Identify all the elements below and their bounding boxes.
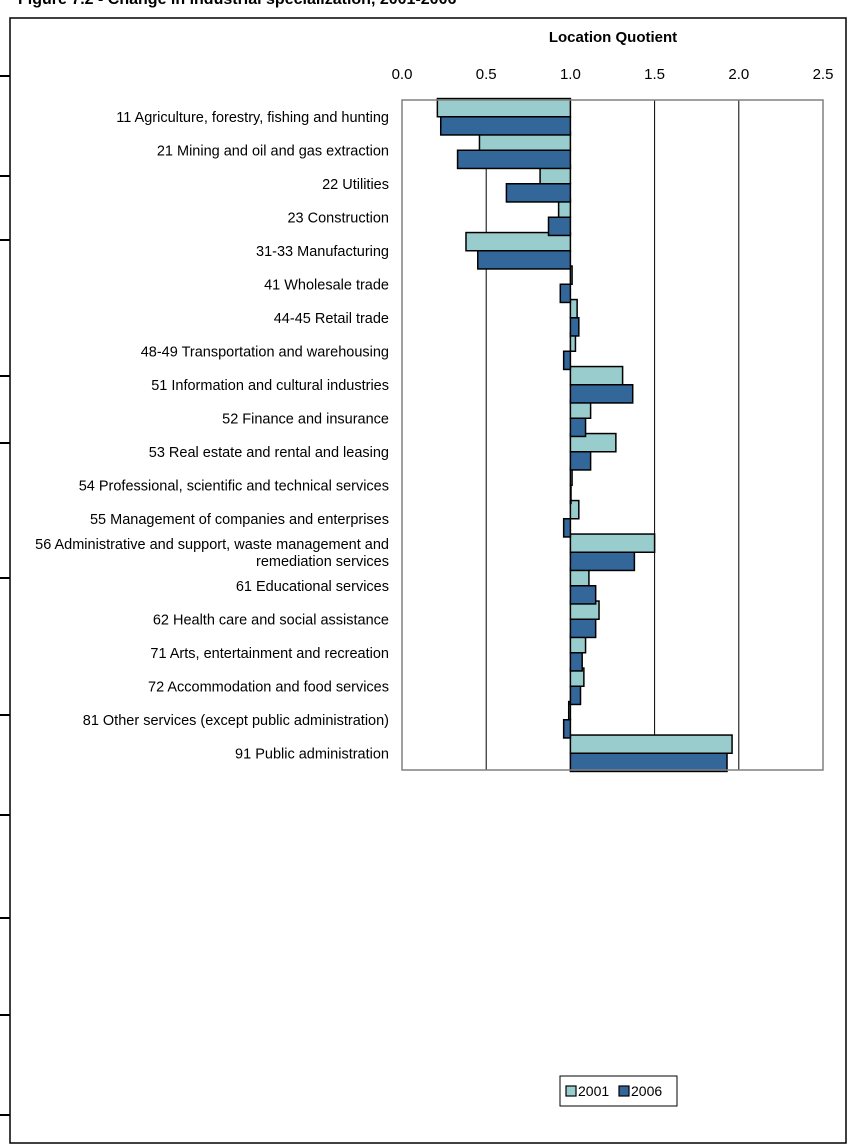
bar-2001-5 [569,265,573,285]
legend-box [559,1075,678,1107]
bar-2006-13 [569,551,636,572]
bar-2006-9 [569,417,587,438]
x-tick-label: 1.0 [560,66,581,83]
category-labels: 11 Agriculture, forestry, fishing and hu… [35,110,389,763]
bar-2006-3 [547,216,572,237]
bar-2006-6 [569,317,580,337]
bar-2006-12 [562,518,572,538]
bar-2006-16 [569,652,583,672]
legend-swatch-2006 [618,1085,630,1097]
x-tick-label: 1.5 [644,66,665,83]
bar-2001-19 [569,734,733,754]
category-label: 48-49 Transportation and warehousing [141,344,389,360]
category-label: 62 Health care and social assistance [153,612,389,628]
category-label: 61 Educational services [236,579,389,595]
x-axis-label: Location Quotient [549,29,677,46]
bar-2006-17 [569,685,582,706]
x-tick-label: 0.5 [476,66,497,83]
category-label: 51 Information and cultural industries [151,378,389,394]
legend-label-2001: 2001 [578,1083,609,1099]
bar-2006-0 [439,116,572,136]
x-tick-label: 2.5 [813,66,834,83]
category-label: 11 Agriculture, forestry, fishing and hu… [116,110,389,126]
bars [436,97,733,773]
category-label: 56 Administrative and support, waste man… [35,537,389,553]
category-label: 71 Arts, entertainment and recreation [150,646,389,662]
bar-2001-10 [569,432,617,453]
x-tick-label: 2.0 [728,66,749,83]
category-label: 31-33 Manufacturing [256,244,389,260]
bar-2001-8 [569,365,624,386]
legend: 2001 2006 [559,1075,678,1107]
bar-2006-10 [569,451,592,471]
category-label: 21 Mining and oil and gas extraction [157,143,389,159]
bar-2006-4 [477,250,572,270]
left-edge-tick-marks [0,75,10,1116]
category-label: 72 Accommodation and food services [148,679,389,695]
bar-2001-13 [569,533,656,553]
category-label: 44-45 Retail trade [274,311,389,327]
bar-2006-11 [569,484,572,505]
figure-title: Figure 7.2 - Change in industrial specia… [18,0,456,9]
legend-swatch-2001 [565,1085,577,1097]
bar-2001-6 [569,298,578,319]
bar-2006-7 [562,350,572,371]
plot-area-border [401,99,824,771]
bar-2006-15 [569,618,597,639]
category-label: 53 Real estate and rental and leasing [149,445,389,461]
category-label: remediation services [256,554,389,570]
category-label: 91 Public administration [235,746,389,762]
category-label: 52 Finance and insurance [222,411,389,427]
category-label: 54 Professional, scientific and technica… [79,478,389,494]
bar-2006-5 [559,283,572,304]
bar-2006-8 [569,384,634,404]
category-label: 41 Wholesale trade [264,277,389,293]
bar-2006-2 [505,183,572,203]
category-label: 23 Construction [287,210,389,226]
category-label: 81 Other services (except public adminis… [83,713,389,729]
x-tick-labels: 0.0 0.5 1.0 1.5 2.0 2.5 [392,66,834,83]
x-tick-label: 0.0 [392,66,413,83]
bar-2006-18 [562,719,572,739]
bar-2006-19 [569,752,728,773]
bar-2001-12 [569,499,580,520]
category-label: 22 Utilities [322,177,389,193]
legend-label-2006: 2006 [631,1083,662,1099]
bar-2006-14 [569,585,597,605]
bar-2006-1 [456,149,572,170]
chart-outer-frame [9,17,847,1144]
category-label: 55 Management of companies and enterpris… [90,512,389,528]
bar-2001-0 [436,97,572,118]
